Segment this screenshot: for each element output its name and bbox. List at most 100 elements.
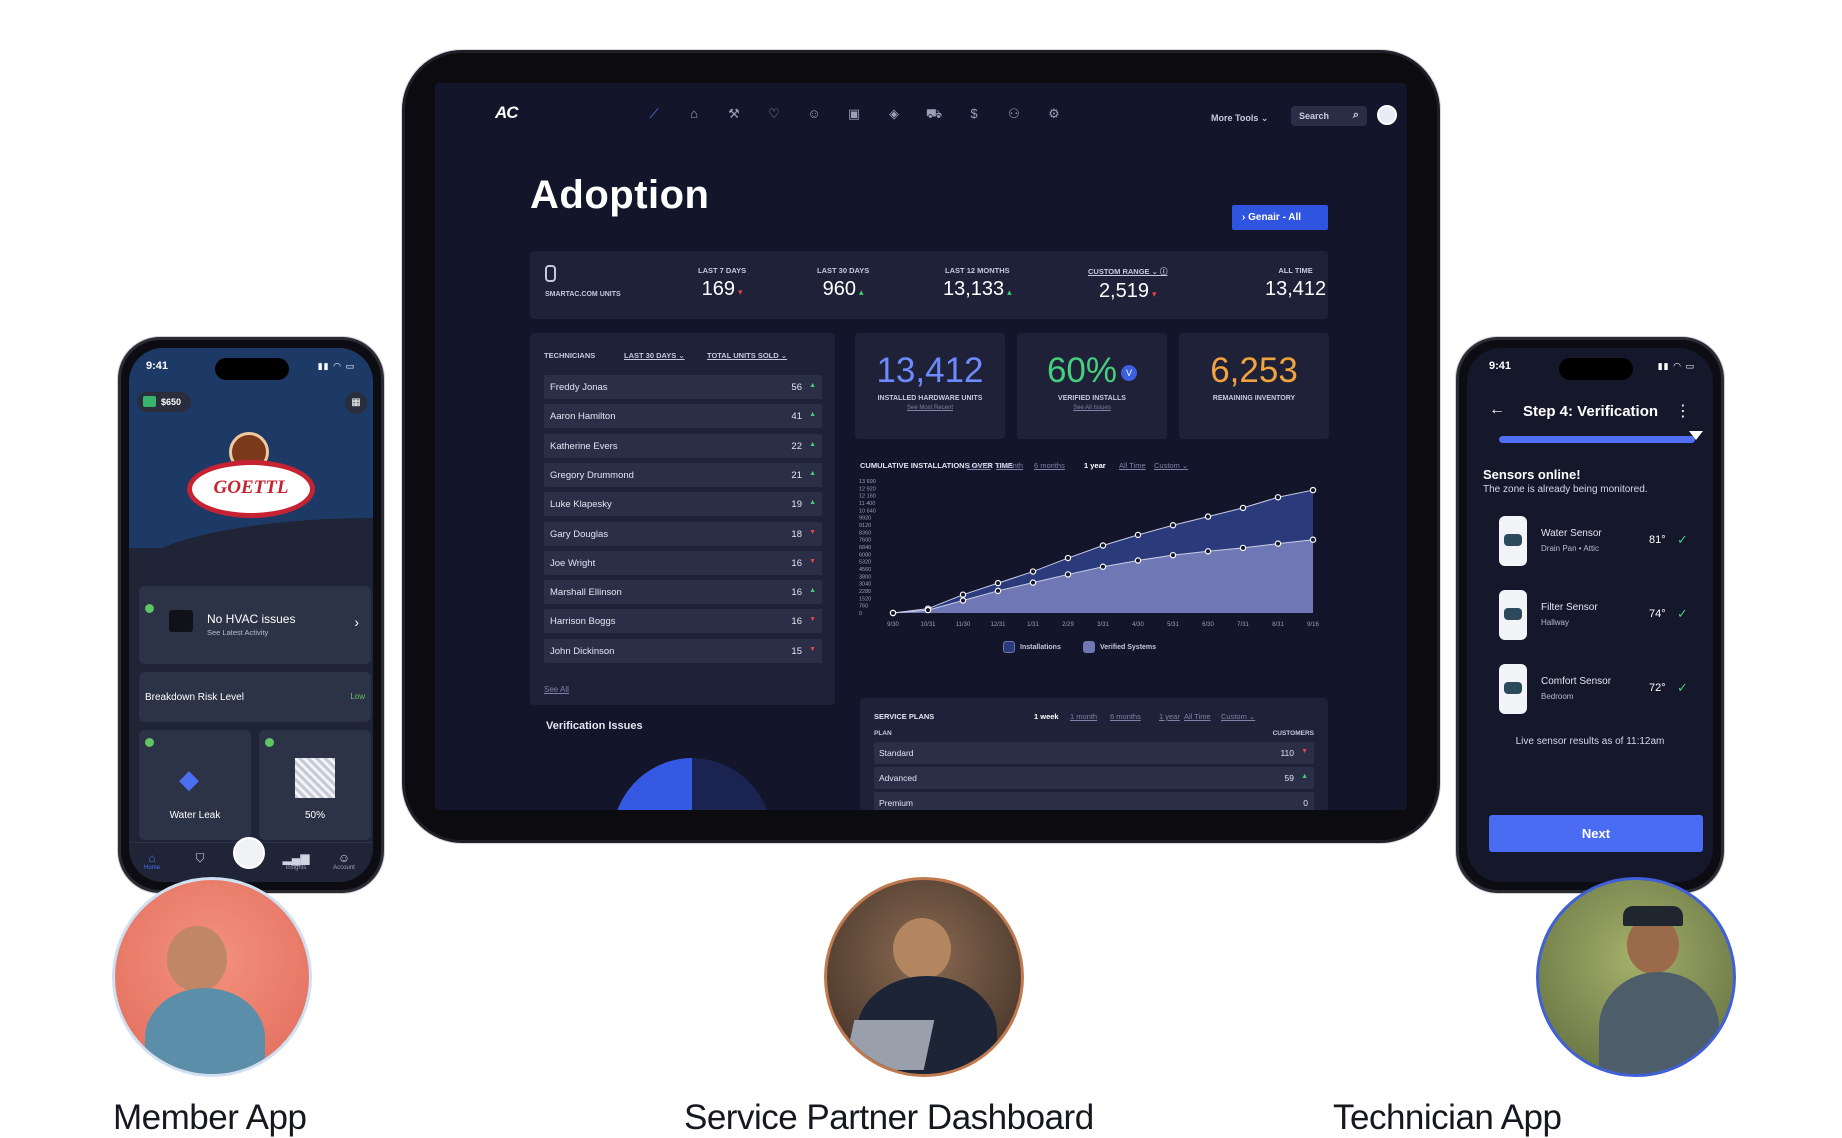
gear-icon[interactable]: ⚙ bbox=[1048, 106, 1060, 121]
y-tick-label: 12 160 bbox=[859, 494, 876, 500]
service-plan-range-tab[interactable]: All Time bbox=[1184, 712, 1211, 721]
users-icon[interactable]: ☺ bbox=[807, 106, 821, 121]
tab-insights[interactable]: ▂▄▆ Insights bbox=[282, 851, 310, 871]
y-tick-label: 13 690 bbox=[859, 479, 876, 485]
risk-value: Low bbox=[350, 692, 365, 701]
legend-installations[interactable]: Installations bbox=[1003, 641, 1061, 653]
genair-filter-button[interactable]: › Genair - All bbox=[1232, 205, 1328, 230]
sort-filter[interactable]: TOTAL UNITS SOLD ⌄ bbox=[707, 351, 788, 360]
sensor-row[interactable]: Filter Sensor Hallway 74° ✓ bbox=[1499, 590, 1699, 642]
x-tick-label: 9/16 bbox=[1307, 622, 1319, 628]
technician-row[interactable]: Joe Wright 16 ▼ bbox=[544, 550, 822, 575]
technician-row[interactable]: Gary Douglas 18 ▼ bbox=[544, 521, 822, 546]
service-plan-range-tab[interactable]: 1 month bbox=[1070, 712, 1098, 721]
plan-customers: 59 bbox=[1284, 773, 1294, 783]
checkmark-icon: ✓ bbox=[1677, 606, 1688, 621]
service-plan-row[interactable]: Standard 110 ▼ bbox=[874, 742, 1314, 764]
chart-range-tab[interactable]: 6 months bbox=[1034, 461, 1065, 470]
dashboard-screen: AC ⟋ ⌂ ⚒ ♡ ☺ ▣ ◈ ⛟ $ ⚇ ⚙ More Tools ⌄ Se… bbox=[435, 83, 1407, 810]
stat-custom-range[interactable]: CUSTOM RANGE ⌄ ⓘ 2,519 ▾ bbox=[1088, 266, 1167, 303]
person-body bbox=[145, 988, 265, 1074]
tab-home[interactable]: ⌂ Home bbox=[137, 851, 167, 871]
hvac-unit-icon bbox=[169, 610, 193, 632]
filter-life-tile[interactable]: 50% bbox=[259, 730, 371, 840]
user-icon: ☺ bbox=[337, 851, 351, 865]
more-vertical-icon[interactable]: ⋮ bbox=[1675, 403, 1691, 420]
tab-technician[interactable] bbox=[233, 837, 265, 871]
car-icon[interactable]: ⌂ bbox=[690, 106, 698, 121]
technician-row[interactable]: Katherine Evers 22 ▲ bbox=[544, 433, 822, 458]
service-plan-range-tab[interactable]: Custom ⌄ bbox=[1221, 712, 1256, 721]
heart-icon[interactable]: ♡ bbox=[768, 106, 780, 121]
chart-range-tab[interactable]: 1 month bbox=[996, 461, 1024, 470]
more-tools-menu[interactable]: More Tools ⌄ bbox=[1211, 113, 1269, 123]
sensor-row[interactable]: Comfort Sensor Bedroom 72° ✓ bbox=[1499, 664, 1699, 716]
see-most-recent-link[interactable]: See Most Recent bbox=[906, 405, 954, 411]
breakdown-risk-card[interactable]: Breakdown Risk Level Low bbox=[139, 672, 371, 722]
technician-row[interactable]: Luke Klapesky 19 ▲ bbox=[544, 492, 822, 517]
technician-name: Marshall Ellinson bbox=[550, 587, 622, 599]
technician-row[interactable]: John Dickinson 15 ▼ bbox=[544, 638, 822, 663]
stat-label[interactable]: CUSTOM RANGE ⌄ ⓘ bbox=[1088, 267, 1168, 276]
technician-row[interactable]: Harrison Boggs 16 ▼ bbox=[544, 609, 822, 634]
back-arrow-icon[interactable]: ← bbox=[1489, 401, 1505, 418]
see-all-issues-link[interactable]: See All Issues bbox=[1073, 405, 1111, 411]
period-filter[interactable]: LAST 30 DAYS ⌄ bbox=[624, 351, 685, 360]
data-point bbox=[1134, 557, 1142, 564]
technician-row[interactable]: Gregory Drummond 21 ▲ bbox=[544, 462, 822, 487]
chart-range-tab[interactable]: 1 year bbox=[1084, 461, 1106, 470]
service-plan-range-tab[interactable]: 1 week bbox=[1034, 712, 1059, 721]
sensors-online-sub: The zone is already being monitored. bbox=[1483, 484, 1648, 495]
cube-icon[interactable]: ◈ bbox=[889, 106, 899, 121]
trend-icon[interactable]: ⟋ bbox=[649, 106, 659, 121]
member-app-screen: 9:41 ▮▮ ◠ ▭ $650 ▦ GOETTL No HVAC issues… bbox=[129, 348, 373, 882]
shield-icon: ⛉ bbox=[195, 851, 205, 865]
dollar-icon[interactable]: $ bbox=[970, 106, 978, 121]
technicians-panel: TECHNICIANS LAST 30 DAYS ⌄ TOTAL UNITS S… bbox=[530, 333, 835, 705]
chart-range-tab[interactable]: 1 week bbox=[967, 461, 991, 470]
technician-app-screen: 9:41 ▮▮ ◠ ▭ ← Step 4: Verification ⋮ Sen… bbox=[1467, 348, 1713, 882]
box-icon[interactable]: ▣ bbox=[847, 106, 861, 121]
app-logo[interactable]: AC bbox=[495, 103, 519, 122]
see-all-link[interactable]: See All bbox=[544, 685, 569, 694]
search-button[interactable]: Search ⌕ bbox=[1291, 106, 1367, 126]
sensor-row[interactable]: Water Sensor Drain Pan • Attic 81° ✓ bbox=[1499, 516, 1699, 568]
wrench-icon[interactable]: ⚒ bbox=[728, 106, 740, 121]
profile-avatar[interactable] bbox=[1377, 105, 1397, 125]
technician-row[interactable]: Freddy Jonas 56 ▲ bbox=[544, 375, 822, 399]
data-point bbox=[959, 591, 967, 598]
stat-value: 13,133 bbox=[943, 278, 1005, 300]
service-plan-row[interactable]: Premium 0 bbox=[874, 792, 1314, 810]
data-point bbox=[1309, 536, 1317, 543]
data-point bbox=[924, 606, 932, 614]
live-results-text: Live sensor results as of 11:12am bbox=[1515, 736, 1665, 747]
sensor-temperature: 74° bbox=[1649, 608, 1666, 620]
verified-badge-icon: V bbox=[1121, 364, 1138, 381]
technician-row[interactable]: Aaron Hamilton 41 ▲ bbox=[544, 404, 822, 429]
technician-name: Aaron Hamilton bbox=[550, 411, 616, 423]
tab-account[interactable]: ☺ Account bbox=[329, 851, 359, 871]
remaining-inventory-card: 6,253 REMAINING INVENTORY bbox=[1179, 333, 1329, 439]
legend-verified-systems[interactable]: Verified Systems bbox=[1083, 641, 1156, 653]
next-button[interactable]: Next bbox=[1489, 815, 1703, 852]
chart-range-tab[interactable]: All Time bbox=[1119, 461, 1146, 470]
x-tick-label: 5/31 bbox=[1167, 622, 1179, 628]
chart-range-tab[interactable]: Custom ⌄ bbox=[1154, 461, 1189, 470]
technician-count: 22 bbox=[791, 440, 802, 452]
y-tick-label: 1520 bbox=[859, 596, 871, 602]
verified-installs-label: VERIFIED INSTALLS bbox=[1058, 395, 1126, 402]
data-point bbox=[1029, 568, 1037, 575]
tab-protection[interactable]: ⛉ bbox=[185, 851, 215, 866]
service-plan-range-tab[interactable]: 6 months bbox=[1110, 712, 1141, 721]
service-plan-range-tab[interactable]: 1 year bbox=[1159, 712, 1180, 721]
service-plan-row[interactable]: Advanced 59 ▲ bbox=[874, 767, 1314, 789]
hvac-status-card[interactable]: No HVAC issues See Latest Activity › bbox=[139, 586, 371, 664]
calendar-icon[interactable]: ▦ bbox=[345, 392, 367, 414]
water-leak-tile[interactable]: ◆ Water Leak bbox=[139, 730, 251, 840]
truck-icon[interactable]: ⛟ bbox=[925, 106, 943, 121]
user-check-icon[interactable]: ⚇ bbox=[1008, 106, 1020, 121]
y-tick-label: 2280 bbox=[859, 589, 871, 595]
sensor-name: Comfort Sensor bbox=[1541, 676, 1612, 687]
technician-row[interactable]: Marshall Ellinson 16 ▲ bbox=[544, 580, 822, 605]
balance-chip[interactable]: $650 bbox=[137, 392, 192, 412]
